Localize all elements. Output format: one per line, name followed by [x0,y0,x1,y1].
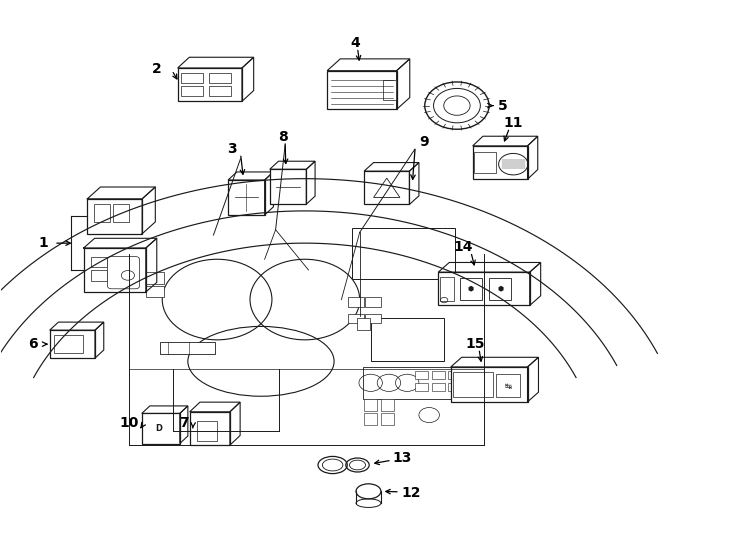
Bar [474,152,496,173]
Bar [382,80,396,100]
Bar [448,383,462,391]
Bar [438,272,530,306]
Bar [348,298,364,307]
Bar [363,367,459,399]
Bar [466,371,479,379]
Bar [496,374,520,397]
Bar [181,73,203,83]
Bar [415,371,429,379]
Bar [440,277,454,301]
Text: 7: 7 [179,416,189,430]
Bar [365,314,381,323]
Bar [327,71,396,110]
Bar [209,86,231,96]
Bar [228,180,265,215]
Text: ↹: ↹ [505,382,512,391]
Bar [432,383,446,391]
Bar [90,256,106,267]
Bar [142,414,180,443]
Bar [90,270,106,281]
Bar [50,330,95,358]
Text: 10: 10 [120,416,139,430]
Bar [371,319,444,361]
Bar [54,335,83,353]
Text: 1: 1 [39,236,48,250]
Bar [84,248,146,292]
Text: 8: 8 [278,130,288,144]
Text: 2: 2 [152,62,162,76]
Text: 11: 11 [504,116,523,130]
Bar [348,314,364,323]
Bar [364,400,377,411]
Bar [460,278,482,300]
Bar [473,146,528,179]
Bar [451,367,528,402]
Bar [161,342,215,354]
Text: 15: 15 [465,337,485,351]
Bar [432,371,446,379]
Bar [146,286,164,298]
Bar [489,278,511,300]
Text: D: D [155,424,162,433]
Bar [352,228,455,279]
Text: 13: 13 [393,451,412,465]
Text: 9: 9 [419,135,429,149]
Bar [466,383,479,391]
Bar [357,318,370,329]
Bar [270,169,306,204]
Bar [146,272,164,284]
Bar [197,421,217,441]
Bar [112,205,128,221]
Text: 4: 4 [350,36,360,50]
Bar [209,73,231,83]
Bar [381,414,394,426]
Text: ⬢: ⬢ [468,286,474,292]
Bar [381,400,394,411]
Bar [87,199,142,234]
Bar [365,298,381,307]
Bar [181,86,203,96]
Bar [453,372,493,397]
Bar [448,371,462,379]
Text: 5: 5 [498,99,507,113]
Bar [178,68,242,102]
Text: 3: 3 [227,142,236,156]
Text: ⬢: ⬢ [497,286,503,292]
Bar [364,171,410,205]
Text: 12: 12 [401,486,421,500]
Text: 6: 6 [28,337,37,351]
Bar [189,412,230,445]
FancyBboxPatch shape [107,256,139,289]
Bar [364,414,377,426]
Text: 14: 14 [454,240,473,254]
Bar [93,205,109,221]
Bar [415,383,429,391]
